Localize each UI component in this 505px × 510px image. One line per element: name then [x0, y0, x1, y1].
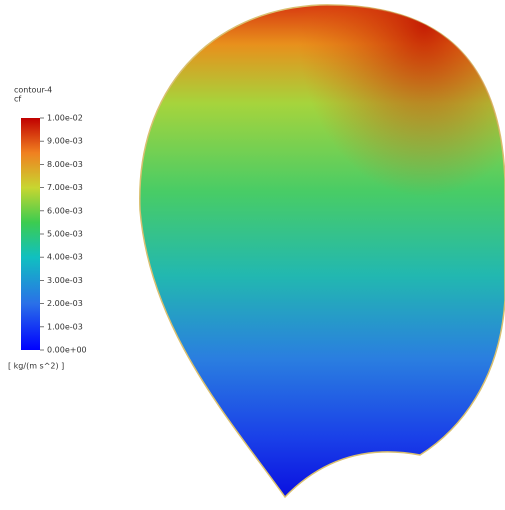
tick-label: 2.00e-03 [47, 299, 83, 308]
tick-label: 9.00e-03 [47, 137, 83, 146]
legend-title: contour-4 [14, 86, 52, 95]
blade-highlight [139, 4, 505, 497]
tick-label: 1.00e-02 [47, 114, 83, 123]
blade [139, 4, 505, 499]
tick-label: 1.00e-03 [47, 322, 83, 331]
legend: contour-4 cf [ kg/(m s^2) ] 1.00e-02 9.00… [8, 86, 87, 371]
tick-label: 6.00e-03 [47, 206, 83, 215]
tick-label: 0.00e+00 [47, 346, 87, 355]
color-bar [21, 118, 40, 350]
tick-label: 3.00e-03 [47, 276, 83, 285]
tick-label: 8.00e-03 [47, 160, 83, 169]
legend-units: [ kg/(m s^2) ] [8, 362, 64, 371]
tick-label: 4.00e-03 [47, 253, 83, 262]
tick-label: 5.00e-03 [47, 230, 83, 239]
tick-label: 7.00e-03 [47, 183, 83, 192]
legend-variable: cf [14, 95, 21, 104]
